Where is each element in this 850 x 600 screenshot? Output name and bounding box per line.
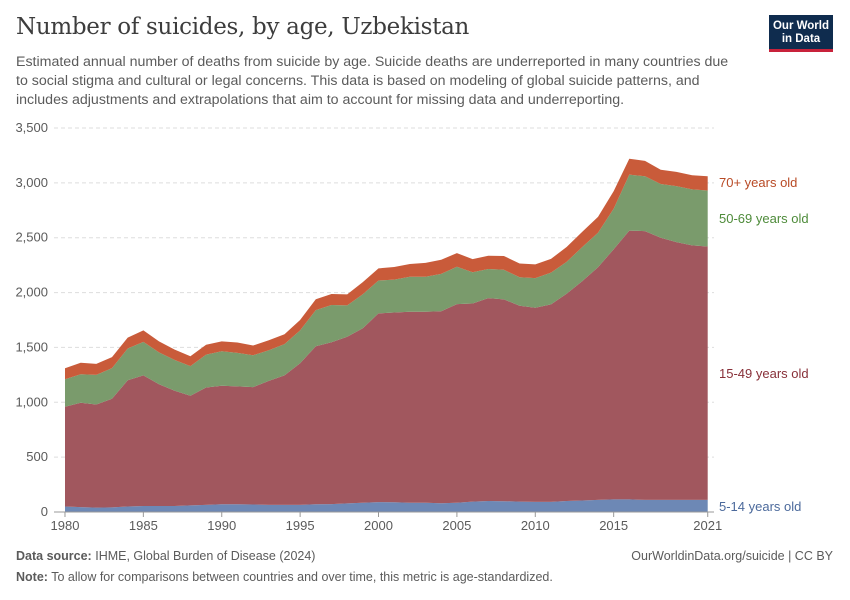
x-tick-label: 2021 <box>693 518 722 533</box>
source-label: Data source: <box>16 549 92 563</box>
y-tick-label: 500 <box>26 449 48 464</box>
series-labels: 5-14 years old 15-49 years old 50-69 years… <box>719 175 809 514</box>
logo-accent-bar <box>769 49 833 52</box>
y-tick-label: 1,000 <box>15 394 48 409</box>
source-text: IHME, Global Burden of Disease (2024) <box>95 549 316 563</box>
data-source: Data source: IHME, Global Burden of Dise… <box>16 549 315 563</box>
y-tick-label: 2,500 <box>15 230 48 245</box>
logo-line-2: in Data <box>781 33 821 45</box>
y-axis-tick-labels: 0 500 1,000 1,500 2,000 2,500 3,000 3,500 <box>15 120 48 519</box>
area-15-49[interactable] <box>65 230 708 508</box>
source-url-link[interactable]: OurWorldinData.org/suicide | CC BY <box>631 549 833 563</box>
y-tick-label: 3,500 <box>15 120 48 135</box>
y-tick-label: 1,500 <box>15 339 48 354</box>
note-label: Note: <box>16 570 48 584</box>
x-tick-label: 1985 <box>129 518 158 533</box>
series-label-5-14[interactable]: 5-14 years old <box>719 499 801 514</box>
x-tick-label: 1980 <box>51 518 80 533</box>
x-axis-ticks: 1980 1985 1990 1995 2000 2005 2010 2015 2021 <box>51 512 722 533</box>
area-50-69[interactable] <box>65 174 708 407</box>
series-label-70+[interactable]: 70+ years old <box>719 175 797 190</box>
x-tick-label: 2005 <box>442 518 471 533</box>
series-areas <box>65 158 708 512</box>
x-tick-label: 2010 <box>521 518 550 533</box>
area-70+[interactable] <box>65 158 708 380</box>
x-tick-label: 1990 <box>207 518 236 533</box>
y-tick-label: 3,000 <box>15 175 48 190</box>
y-tick-label: 0 <box>41 504 48 519</box>
x-tick-label: 2015 <box>599 518 628 533</box>
footer-note: Note: To allow for comparisons between c… <box>16 570 553 584</box>
note-text: To allow for comparisons between countri… <box>51 570 553 584</box>
x-tick-label: 1995 <box>286 518 315 533</box>
area-5-14[interactable] <box>65 499 708 512</box>
owid-logo[interactable]: Our World in Data <box>769 15 833 52</box>
x-tick-label: 2000 <box>364 518 393 533</box>
logo-line-1: Our World <box>772 20 829 32</box>
chart-subtitle: Estimated annual number of deaths from s… <box>16 54 729 108</box>
chart-title: Number of suicides, by age, Uzbekistan <box>16 14 470 40</box>
series-label-50-69[interactable]: 50-69 years old <box>719 211 809 226</box>
y-tick-label: 2,000 <box>15 285 48 300</box>
series-label-15-49[interactable]: 15-49 years old <box>719 366 809 381</box>
